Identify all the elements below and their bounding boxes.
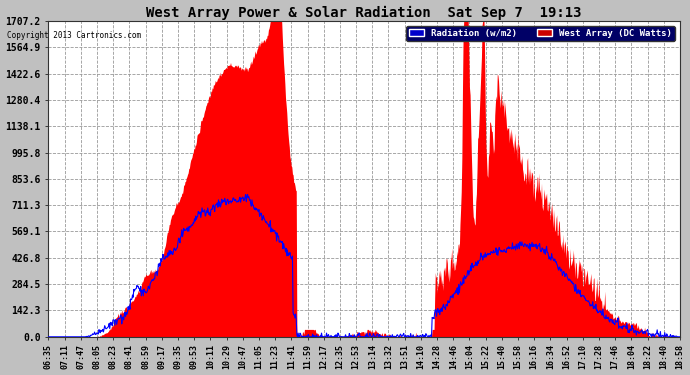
Text: Copyright 2013 Cartronics.com: Copyright 2013 Cartronics.com [7, 30, 141, 39]
Legend: Radiation (w/m2), West Array (DC Watts): Radiation (w/m2), West Array (DC Watts) [406, 26, 675, 40]
Title: West Array Power & Solar Radiation  Sat Sep 7  19:13: West Array Power & Solar Radiation Sat S… [146, 6, 582, 20]
